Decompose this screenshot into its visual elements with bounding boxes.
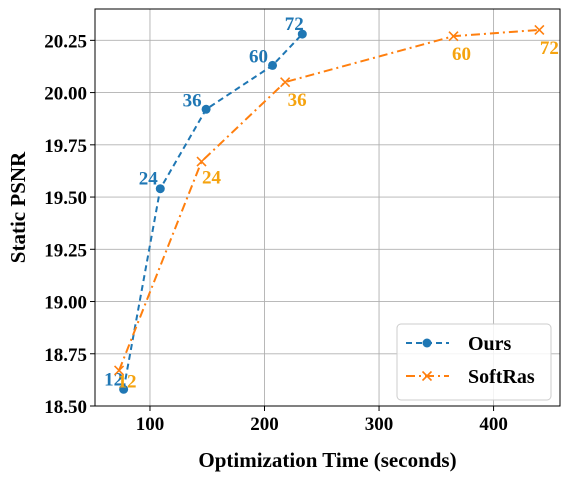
y-tick-label: 18.50 [44, 397, 87, 418]
point-label: 36 [183, 90, 202, 111]
x-tick-label: 100 [136, 414, 165, 435]
plot-frame [94, 8, 561, 407]
x-tick-label: 300 [365, 414, 394, 435]
data-point [534, 24, 545, 35]
legend-label: Ours [468, 333, 512, 355]
point-label: 72 [540, 38, 559, 59]
y-axis-label: Static PSNR [6, 151, 30, 263]
point-label: 24 [139, 169, 159, 190]
y-tick-label: 18.75 [44, 345, 87, 366]
legend: Ours SoftRas [396, 323, 552, 401]
point-label: 72 [285, 14, 304, 35]
point-label: 60 [249, 46, 268, 67]
data-point [113, 365, 125, 376]
y-tick-label: 19.00 [44, 293, 87, 314]
marker-stroke [196, 156, 207, 167]
x-axis-label: Optimization Time (seconds) [198, 448, 456, 472]
point-label: 36 [288, 90, 307, 111]
series-line [122, 33, 304, 390]
legend-label: SoftRas [468, 366, 535, 388]
legend-item-ours: Ours [406, 333, 512, 355]
y-tick-label: 19.25 [44, 240, 87, 261]
y-tick-label: 19.75 [44, 136, 87, 157]
marker-stroke [280, 77, 291, 88]
marker-stroke [113, 365, 125, 376]
series-softras: 12 24 36 60 72 [113, 24, 559, 392]
point-label: 24 [202, 168, 222, 189]
ticks: 100 200 300 400 18.50 18.75 19.00 19.25 19.50 19.… [44, 31, 508, 435]
data-point [297, 29, 307, 39]
series-layer: 12 24 36 60 72 12 24 36 60 72 [104, 14, 559, 394]
legend-marker [422, 338, 432, 348]
series-line [118, 28, 540, 371]
x-tick-label: 200 [250, 414, 279, 435]
legend-item-softras: SoftRas [406, 366, 535, 388]
y-tick-label: 19.50 [44, 188, 87, 209]
marker-stroke [448, 31, 459, 42]
point-label: 60 [452, 44, 471, 65]
point-label: 12 [104, 369, 123, 390]
data-point [448, 31, 459, 42]
data-point [280, 77, 291, 88]
data-point [196, 156, 207, 167]
legend-box [396, 323, 552, 401]
data-point [119, 384, 129, 394]
point-label: 12 [118, 371, 137, 392]
data-point [201, 104, 211, 114]
y-tick-label: 20.00 [44, 84, 87, 105]
data-point [268, 60, 278, 70]
marker-stroke [534, 24, 545, 35]
x-tick-label: 400 [479, 414, 508, 435]
y-tick-label: 20.25 [44, 31, 87, 52]
data-point [155, 184, 165, 194]
series-ours: 12 24 36 60 72 [104, 14, 307, 394]
legend-marker [421, 370, 433, 382]
